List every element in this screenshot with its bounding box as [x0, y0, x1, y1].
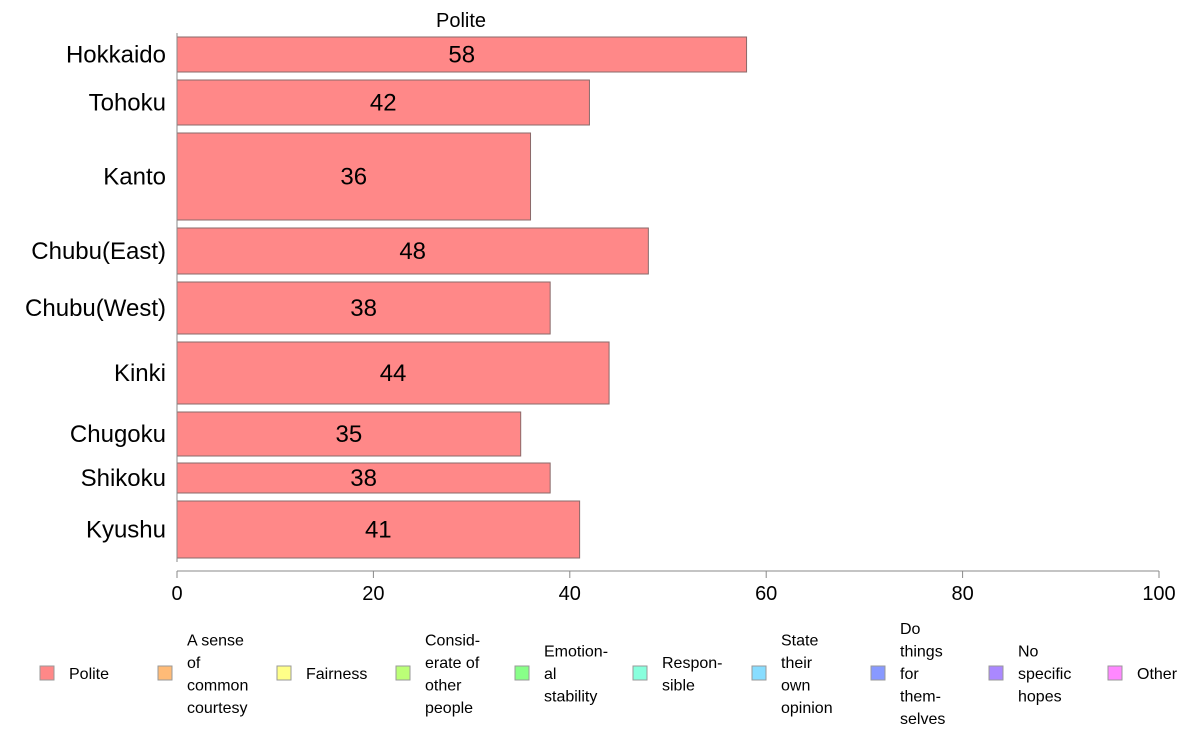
- legend-swatch-3: [276, 665, 292, 681]
- legend-label-6: Respon-sible: [662, 655, 722, 695]
- x-tick-label: 0: [171, 583, 182, 605]
- bar-tohoku: [176, 79, 590, 126]
- bar-hokkaido: [176, 36, 748, 73]
- category-label: Shikoku: [81, 465, 166, 492]
- x-tick-label: 40: [559, 583, 581, 605]
- legend-swatch-4: [395, 665, 411, 681]
- category-label: Chubu(East): [31, 238, 166, 265]
- category-label: Chubu(West): [25, 295, 166, 322]
- bar-chubu-east: [176, 227, 649, 275]
- bar-value-label: 41: [365, 517, 392, 544]
- bar-value-label: 44: [380, 360, 407, 387]
- bar-value-label: 38: [350, 295, 377, 322]
- x-tick-label: 60: [755, 583, 777, 605]
- legend-label-7: State their own opinion: [781, 632, 833, 717]
- legend-swatch-1: [39, 665, 55, 681]
- legend-swatch-9: [988, 665, 1004, 681]
- x-tick-label: 100: [1142, 583, 1175, 605]
- bar-value-label: 35: [335, 421, 362, 448]
- legend-swatch-2: [157, 665, 173, 681]
- category-label: Kyushu: [86, 517, 166, 544]
- bar-value-label: 42: [370, 90, 397, 117]
- bar-kinki: [176, 341, 610, 405]
- legend-swatch-6: [632, 665, 648, 681]
- legend-swatch-5: [514, 665, 530, 681]
- bar-chugoku: [176, 411, 522, 457]
- legend-label-5: Emotion-al stability: [544, 644, 608, 706]
- legend-label-10: Other: [1137, 666, 1178, 683]
- bar-value-label: 58: [448, 42, 475, 69]
- bar-value-label: 38: [350, 465, 377, 492]
- bar-value-label: 36: [340, 164, 367, 191]
- legend-swatch-8: [870, 665, 886, 681]
- category-label: Tohoku: [89, 90, 166, 117]
- category-label: Chugoku: [70, 421, 166, 448]
- legend-swatch-7: [751, 665, 767, 681]
- category-label: Hokkaido: [66, 42, 166, 69]
- category-label: Kinki: [114, 360, 166, 387]
- legend-label-9: No specific hopes: [1018, 644, 1071, 706]
- legend-label-2: A sense of common courtesy: [187, 632, 248, 717]
- legend-label-4: Consid-erate of other people: [425, 632, 480, 717]
- legend-label-3: Fairness: [306, 666, 367, 683]
- bar-kanto: [176, 132, 532, 221]
- bar-chubu-west: [176, 281, 551, 335]
- legend-label-8: Do things for them-selves: [900, 621, 945, 728]
- category-label: Kanto: [103, 164, 166, 191]
- bar-value-label: 48: [399, 238, 426, 265]
- chart-title: Polite: [436, 10, 486, 32]
- legend-swatch-10: [1107, 665, 1123, 681]
- x-tick-label: 80: [951, 583, 973, 605]
- x-tick-label: 20: [362, 583, 384, 605]
- legend-label-1: Polite: [69, 666, 109, 683]
